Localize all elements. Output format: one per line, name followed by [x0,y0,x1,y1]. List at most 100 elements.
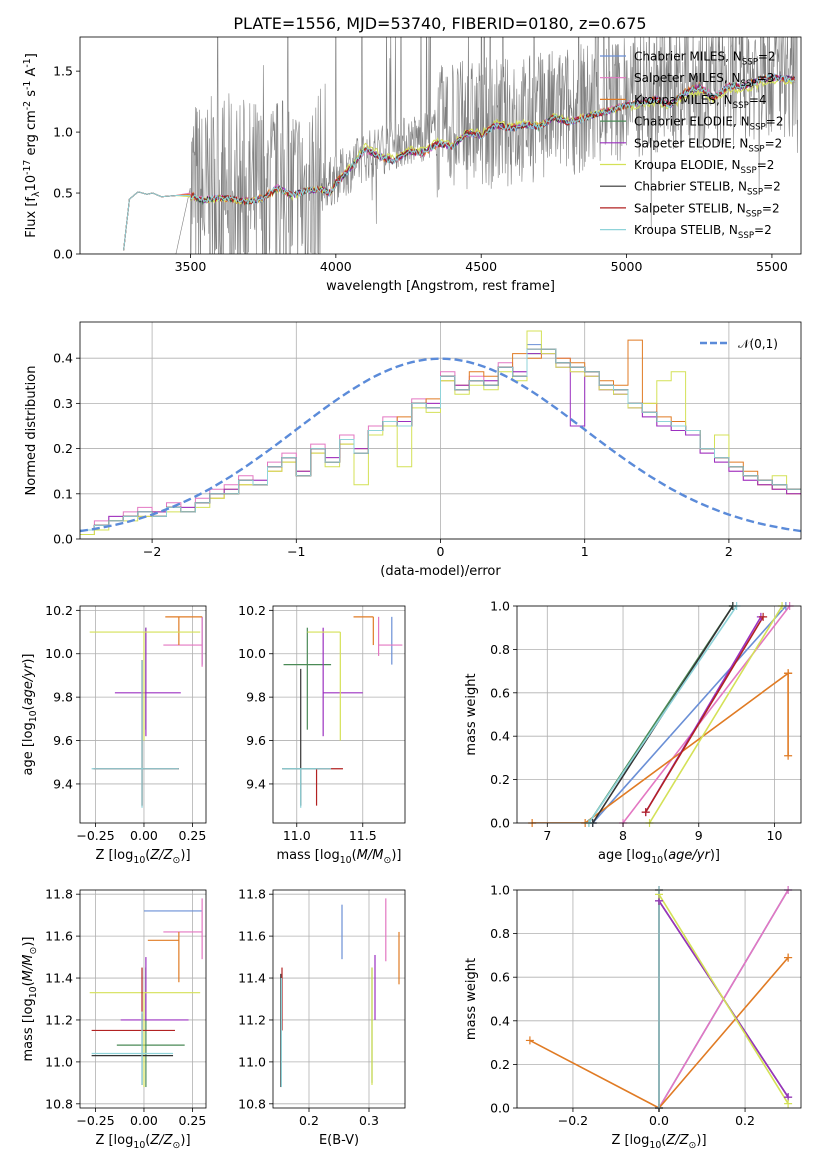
weight-marker [759,612,768,621]
x-tick-label: 11.0 [283,828,311,843]
y-tick-label: 0.0 [490,1101,510,1116]
plot-area [80,330,801,535]
y-tick-label: 10.2 [238,603,266,618]
y-tick-label: 11.4 [238,971,266,986]
x-tick-label: 0.00 [130,1113,158,1128]
y-tick-label: 11.8 [45,887,73,902]
x-tick-label: 0.25 [179,1113,207,1128]
x-tick-label: 0.2 [299,1113,319,1128]
age-vs-metallicity-panel: −0.25 0.00 0.25 9.4 9.6 9.8 10.0 10.2 Z [log10​(… [21,603,207,866]
x-tick-label: 0.2 [735,1113,755,1128]
y-tick-label: 11.8 [238,887,266,902]
weight-line [658,893,789,1105]
weight-line [658,898,789,1108]
y-tick-label: 0.3 [53,396,73,411]
x-axis-label: Z [log10​(Z/Z⊙​)] [95,848,190,866]
weight-marker [525,1036,534,1045]
plot-area [89,616,203,808]
spectrum-panel: 3500 4000 4500 5000 5500 0.0 0.5 1.0 1.5 waveleng… [22,36,802,294]
weight-line [588,606,738,823]
spectrum-legend: Chabrier MILES, NSSP​=2 Salpeter MILES, N… [600,50,783,241]
y-tick-label: 1.0 [490,599,510,614]
x-tick-label: −0.25 [76,828,114,843]
legend-label: Chabrier MILES, NSSP​=2 [634,50,776,68]
y-tick-label: 11.2 [238,1012,266,1027]
y-axis-label: Flux [fλ​10-17​ erg cm-2​ s-1​ A-1​] [22,53,42,238]
y-tick-label: 10.0 [238,646,266,661]
x-tick-label: −2 [143,544,161,559]
legend-label: Salpeter MILES, NSSP​=3 [634,71,774,89]
x-tick-label: 3500 [175,259,207,274]
histogram-step [80,348,801,531]
y-tick-label: 1.0 [53,125,73,140]
x-tick-label: −0.2 [558,1113,588,1128]
x-tick-label: −0.25 [76,1113,114,1128]
legend-label: Chabrier STELIB, NSSP​=2 [634,180,781,198]
y-tick-label: 10.8 [45,1096,73,1111]
y-tick-label: 10.2 [45,603,73,618]
plot-area [89,898,203,1088]
weight-marker [784,669,793,678]
residual-legend: 𝒩(0,1) [700,337,778,351]
x-tick-label: 2 [725,544,733,559]
y-tick-label: 9.8 [246,690,266,705]
y-tick-label: 11.4 [45,971,73,986]
x-tick-label: 0.25 [179,828,207,843]
axes-frame [79,605,207,824]
y-tick-label: 0.8 [490,926,510,941]
plot-area [532,606,791,823]
x-tick-label: −1 [287,544,305,559]
y-tick-label: 10.8 [238,1096,266,1111]
residual-panel: −2 −1 0 1 2 0.0 0.1 0.2 0.3 0.4 (data-model)/error… [24,321,802,579]
weight-line [645,616,764,813]
y-axis-label: mass weight [464,958,479,1040]
y-axis-label: mass [log10​(M/M⊙​)] [21,937,39,1062]
weight-line [592,606,787,823]
age-vs-mass-panel: 11.0 11.5 9.4 9.6 9.8 10.0 10.2 mass [log10​(M/… [238,603,406,866]
x-axis-label: E(B-V) [319,1133,359,1148]
x-axis-label: Z [log10​(Z/Z⊙​)] [611,1133,706,1151]
y-axis-label: mass weight [464,673,479,755]
observed-spectrum [80,37,798,254]
x-tick-label: 4000 [320,259,352,274]
y-tick-label: 9.4 [246,776,266,791]
y-tick-label: 0.6 [490,685,510,700]
weight-marker [784,953,793,962]
y-tick-label: 0.4 [490,729,510,744]
y-tick-label: 0.4 [490,1013,510,1028]
weight-line [622,606,791,823]
gaussian-curve [80,357,801,533]
y-tick-label: 1.0 [490,883,510,898]
x-tick-label: 5000 [611,259,643,274]
y-tick-label: 0.1 [53,486,73,501]
y-tick-label: 9.4 [53,776,73,791]
weight-line [648,606,783,823]
mass-vs-metallicity-panel: −0.25 0.00 0.25 10.8 11.0 11.2 11.4 11.6 11.8 Z [… [21,887,207,1151]
x-tick-label: 8 [619,828,627,843]
x-tick-label: 11.5 [349,828,377,843]
legend-label: Kroupa MILES, NSSP​=4 [634,93,767,111]
y-tick-label: 10.0 [45,646,73,661]
y-tick-label: 0.0 [53,532,73,547]
x-axis-label: mass [log10​(M/M⊙​)] [277,848,402,866]
axes-frame [79,36,802,255]
y-tick-label: 11.6 [45,929,73,944]
chart-title: PLATE=1556, MJD=53740, FIBERID=0180, z=0… [233,14,646,33]
x-tick-label: 0.00 [130,828,158,843]
x-tick-label: 10 [767,828,783,843]
y-tick-label: 9.8 [53,690,73,705]
y-tick-label: 0.0 [53,247,73,262]
mass-weight-vs-age-panel: 7 8 9 10 0.0 0.2 0.4 0.6 0.8 1.0 age [log10​(age/y… [464,599,802,866]
axes-frame [79,889,207,1109]
x-axis-label: age [log10​(age/yr)] [598,848,720,866]
y-tick-label: 0.4 [53,351,73,366]
y-tick-label: 1.5 [53,64,73,79]
axes-frame [272,889,406,1109]
legend-label: Kroupa ELODIE, NSSP​=2 [634,158,774,176]
x-tick-label: 0.0 [649,1113,669,1128]
plot-area [280,898,400,1088]
x-axis-label: (data-model)/error [380,564,501,579]
plot-area [529,890,789,1108]
y-tick-label: 11.0 [238,1054,266,1069]
